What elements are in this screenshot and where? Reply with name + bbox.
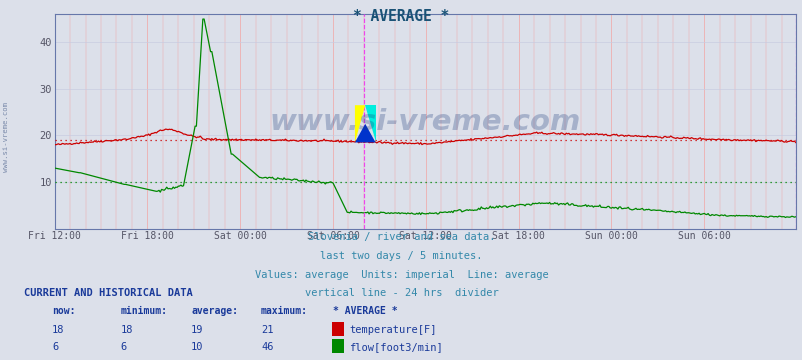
Text: temperature[F]: temperature[F] <box>349 325 436 335</box>
Text: now:: now: <box>52 306 75 316</box>
Text: vertical line - 24 hrs  divider: vertical line - 24 hrs divider <box>304 288 498 298</box>
Text: * AVERAGE *: * AVERAGE * <box>353 9 449 24</box>
Text: average:: average: <box>191 306 238 316</box>
Text: 46: 46 <box>261 342 273 352</box>
Text: CURRENT AND HISTORICAL DATA: CURRENT AND HISTORICAL DATA <box>24 288 192 298</box>
Text: 10: 10 <box>191 342 204 352</box>
Text: minimum:: minimum: <box>120 306 168 316</box>
Polygon shape <box>365 105 375 143</box>
Text: 6: 6 <box>52 342 59 352</box>
Text: Slovenia / river and sea data.: Slovenia / river and sea data. <box>307 232 495 242</box>
Text: 18: 18 <box>52 325 65 335</box>
Text: www.si-vreme.com: www.si-vreme.com <box>269 108 580 135</box>
Polygon shape <box>354 105 365 143</box>
Text: www.si-vreme.com: www.si-vreme.com <box>2 102 9 172</box>
Text: last two days / 5 minutes.: last two days / 5 minutes. <box>320 251 482 261</box>
Text: * AVERAGE *: * AVERAGE * <box>333 306 397 316</box>
Text: 6: 6 <box>120 342 127 352</box>
Text: 19: 19 <box>191 325 204 335</box>
Text: Values: average  Units: imperial  Line: average: Values: average Units: imperial Line: av… <box>254 270 548 280</box>
Polygon shape <box>354 124 375 143</box>
Text: flow[foot3/min]: flow[foot3/min] <box>349 342 443 352</box>
Text: 21: 21 <box>261 325 273 335</box>
Text: 18: 18 <box>120 325 133 335</box>
Text: maximum:: maximum: <box>261 306 308 316</box>
